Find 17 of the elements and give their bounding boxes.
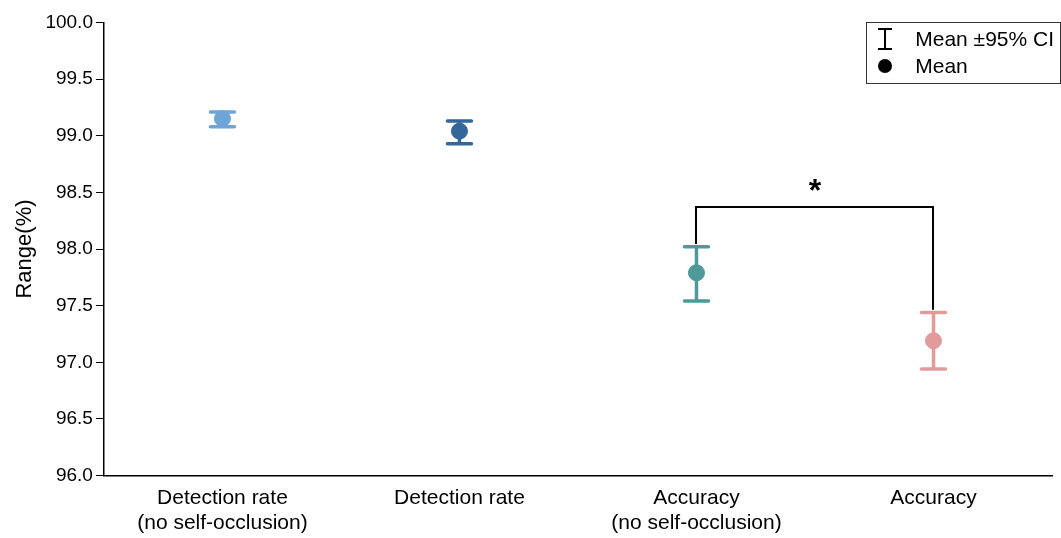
annotation: Mean ±95% CI <box>915 26 1054 52</box>
y-tick-label: 97.0 <box>55 350 93 372</box>
x-tick-label: Detection rate <box>394 485 525 508</box>
x-tick-label: Accuracy (no self-occlusion) <box>611 485 782 534</box>
annotation: * <box>808 171 822 208</box>
y-tick-label: 99.0 <box>55 123 93 145</box>
y-tick-label: 99.5 <box>55 67 93 89</box>
x-tick-label: Detection rate (no self-occlusion) <box>137 485 308 534</box>
y-tick-label: 96.5 <box>55 407 93 429</box>
y-tick-label: 98.0 <box>55 237 93 259</box>
y-tick-label: 100.0 <box>45 10 93 32</box>
y-tick-label: 96.0 <box>55 463 93 485</box>
y-axis-title: Range(%) <box>11 199 37 299</box>
annotation: Mean <box>915 53 968 79</box>
y-tick-label: 97.5 <box>55 293 93 315</box>
y-tick-label: 98.5 <box>55 180 93 202</box>
x-tick-label: Accuracy <box>890 485 978 508</box>
